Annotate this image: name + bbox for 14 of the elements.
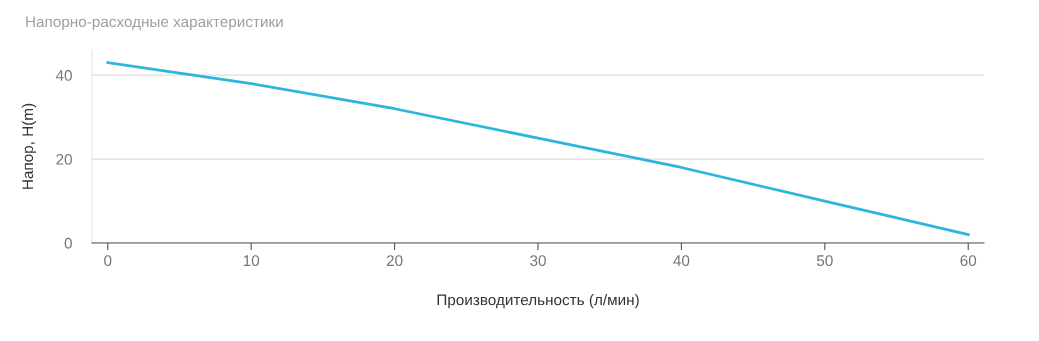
- x-axis-title: Производительность (л/мин): [437, 294, 639, 309]
- x-tick-label: 50: [816, 255, 833, 267]
- y-tick-label: 40: [55, 70, 72, 81]
- y-axis-title: Напор, H(m): [21, 103, 37, 189]
- line-series: [106, 61, 970, 236]
- x-tick-label: 30: [530, 255, 546, 267]
- y-tick-label: 20: [56, 153, 72, 165]
- x-tick-label: 60: [960, 255, 977, 267]
- chart-title: Напорно-расходные характеристики: [26, 16, 283, 31]
- x-tick-label: 20: [386, 255, 403, 267]
- x-tick-label: 10: [243, 255, 260, 267]
- y-tick-label: 0: [64, 237, 72, 249]
- x-tick-label: 40: [673, 255, 690, 267]
- x-tick-label: 0: [104, 255, 112, 267]
